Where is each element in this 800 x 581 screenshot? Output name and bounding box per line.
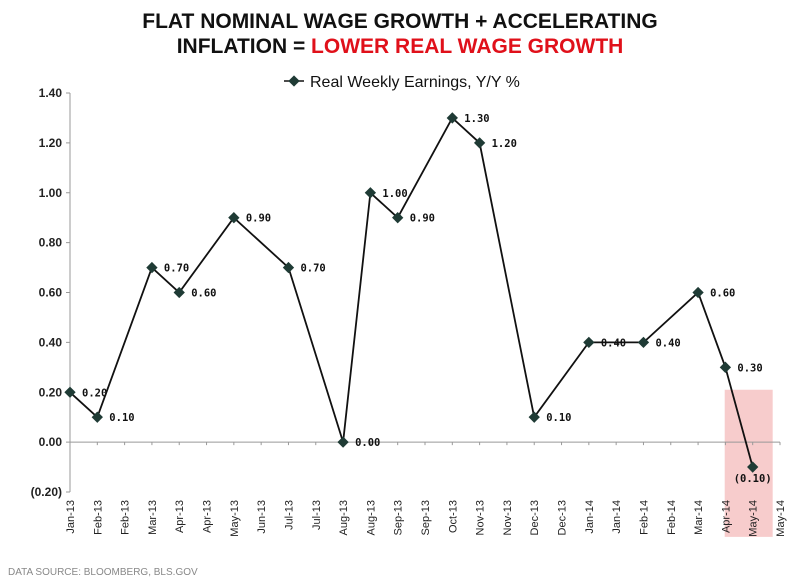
data-point-label: 1.20: [492, 138, 517, 150]
chart-title-line1: FLAT NOMINAL WAGE GROWTH + ACCELERATING: [142, 10, 657, 33]
x-tick-label: Jan-13: [65, 500, 77, 534]
data-point-marker: [692, 286, 704, 299]
data-point-label: 0.60: [191, 288, 216, 300]
negative-highlight-box: [724, 389, 773, 537]
data-point-marker: [282, 261, 295, 274]
y-tick-label: 0.00: [39, 435, 63, 449]
data-source-note: DATA SOURCE: BLOOMBERG, BLS.GOV: [8, 567, 198, 578]
data-point-marker: [392, 212, 404, 224]
y-tick-label: 0.60: [39, 286, 63, 300]
x-tick-label: Aug-13: [338, 500, 350, 535]
data-point-marker: [528, 411, 540, 423]
y-tick-label: 1.40: [39, 86, 63, 100]
data-point-marker: [473, 137, 486, 149]
x-tick-label: Feb-13: [92, 500, 104, 535]
data-point-marker: [719, 361, 732, 373]
data-point-label: 0.10: [109, 412, 134, 424]
data-point-marker: [364, 187, 377, 199]
legend-marker-icon: [288, 75, 300, 87]
x-tick-label: Jul-13: [283, 500, 295, 530]
y-tick-label: 1.20: [39, 136, 63, 150]
x-tick-label: Nov-13: [475, 500, 487, 535]
x-tick-label: Sep-13: [420, 500, 432, 535]
chart-title-line2: INFLATION = LOWER REAL WAGE GROWTH: [177, 35, 624, 58]
x-tick-label: Apr-13: [174, 500, 186, 533]
data-point-label: 0.40: [601, 337, 626, 349]
data-point-label: 0.00: [355, 437, 380, 449]
data-point-marker: [146, 261, 158, 274]
x-tick-label: Aug-13: [365, 500, 377, 535]
x-tick-label: Apr-14: [720, 500, 732, 533]
x-tick-label: Apr-13: [202, 500, 214, 533]
data-point-label: 0.30: [737, 362, 762, 374]
data-point-label: 0.10: [546, 412, 571, 424]
x-tick-label: May-13: [229, 500, 241, 537]
x-tick-label: Jul-13: [311, 500, 323, 530]
x-tick-label: Jan-14: [584, 500, 596, 534]
y-tick-label: 1.00: [39, 186, 63, 200]
data-point-label: (0.10): [734, 473, 772, 485]
x-tick-label: Feb-13: [120, 500, 132, 535]
data-point-marker: [747, 461, 759, 473]
data-point-label: 0.70: [300, 263, 325, 275]
y-tick-label: (0.20): [31, 485, 62, 499]
y-tick-label: 0.40: [39, 335, 63, 349]
x-tick-label: Dec-13: [557, 500, 569, 535]
x-tick-label: Feb-14: [638, 500, 650, 535]
x-tick-label: Oct-13: [447, 500, 459, 533]
legend-label: Real Weekly Earnings, Y/Y %: [310, 74, 520, 91]
data-point-label: 0.60: [710, 288, 735, 300]
data-point-label: 0.20: [82, 387, 107, 399]
data-point-label: 1.00: [382, 188, 407, 200]
data-point-label: 1.30: [464, 113, 489, 125]
x-tick-label: May-14: [775, 500, 787, 537]
data-point-label: 0.90: [410, 213, 435, 225]
data-point-marker: [637, 336, 650, 349]
x-tick-label: Nov-13: [502, 500, 514, 535]
data-point-marker: [337, 436, 349, 448]
x-tick-label: Sep-13: [393, 500, 405, 535]
data-point-marker: [228, 212, 240, 224]
data-point-label: 0.70: [164, 263, 189, 275]
data-point-marker: [583, 336, 595, 349]
data-point-marker: [173, 286, 185, 299]
x-tick-label: Jan-14: [611, 500, 623, 534]
data-point-label: 0.40: [655, 337, 680, 349]
x-tick-label: May-14: [748, 500, 760, 537]
x-tick-label: Feb-14: [666, 500, 678, 535]
y-tick-label: 0.20: [39, 385, 63, 399]
x-tick-label: Mar-13: [147, 500, 159, 535]
chart-title-line2-black: INFLATION =: [177, 35, 311, 58]
x-tick-label: Dec-13: [529, 500, 541, 535]
chart-title-line2-red: LOWER REAL WAGE GROWTH: [311, 35, 623, 58]
x-tick-label: Mar-14: [693, 500, 705, 535]
data-point-label: 0.90: [246, 213, 271, 225]
y-tick-label: 0.80: [39, 236, 63, 250]
series-line: [69, 116, 754, 468]
legend: Real Weekly Earnings, Y/Y %: [284, 74, 520, 91]
x-tick-label: Jun-13: [256, 500, 268, 534]
